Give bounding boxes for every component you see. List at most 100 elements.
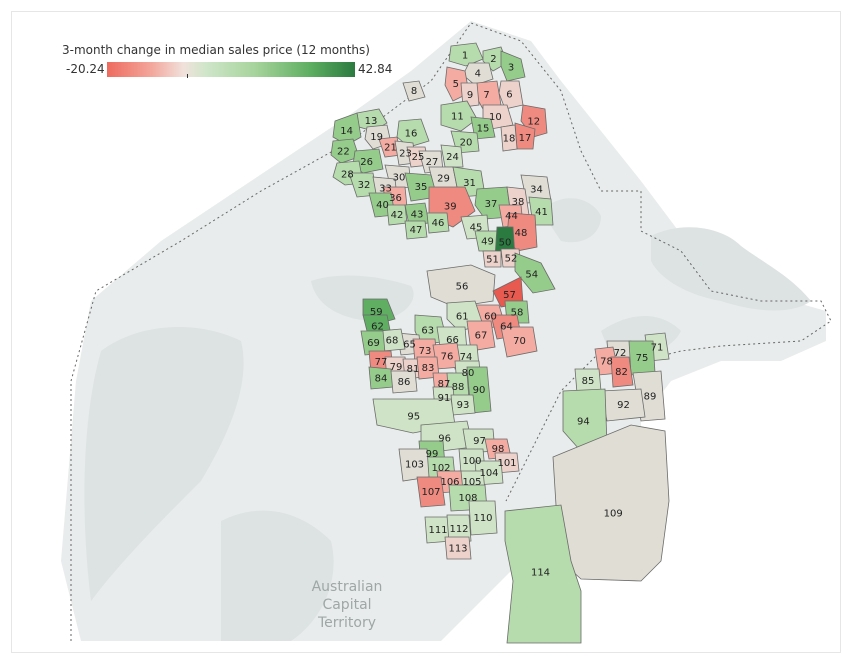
- suburb-label-104: 104: [479, 468, 498, 479]
- suburb-label-48: 48: [515, 228, 528, 239]
- legend-color-ramp[interactable]: [107, 62, 355, 77]
- suburb-label-94: 94: [577, 417, 590, 428]
- suburb-label-102: 102: [431, 463, 450, 474]
- suburb-label-58: 58: [511, 308, 524, 319]
- suburb-label-63: 63: [421, 325, 434, 336]
- suburb-label-52: 52: [505, 254, 518, 265]
- suburb-label-21: 21: [384, 143, 397, 154]
- map-frame: 1 2 3 4 5 6 7 8 9 10 11 12 13 14 15 16 17 18 19 20 21 22 23 24 2…: [11, 11, 841, 653]
- suburb-region-16[interactable]: [396, 118, 430, 148]
- suburb-label-65: 65: [403, 340, 416, 351]
- suburb-label-28: 28: [341, 169, 354, 180]
- suburb-label-91: 91: [438, 393, 451, 404]
- suburb-label-97: 97: [473, 436, 486, 447]
- suburb-label-9: 9: [467, 90, 473, 101]
- suburb-label-37: 37: [485, 199, 498, 210]
- suburb-label-73: 73: [419, 346, 432, 357]
- suburb-label-49: 49: [481, 237, 494, 248]
- suburb-label-111: 111: [428, 525, 447, 536]
- suburb-region-110[interactable]: [468, 500, 498, 536]
- suburb-label-108: 108: [458, 493, 477, 504]
- suburb-region-107[interactable]: [416, 476, 446, 508]
- suburb-label-95: 95: [407, 412, 420, 423]
- suburb-label-98: 98: [492, 444, 505, 455]
- suburb-region-3[interactable]: [500, 50, 526, 82]
- suburb-label-100: 100: [462, 456, 481, 467]
- suburb-label-42: 42: [391, 210, 404, 221]
- suburb-label-82: 82: [615, 367, 628, 378]
- suburb-region-112[interactable]: [446, 514, 472, 544]
- suburb-region-56[interactable]: [426, 264, 496, 308]
- suburb-label-78: 78: [600, 357, 613, 368]
- suburb-region-6[interactable]: [498, 80, 524, 110]
- suburb-region-24[interactable]: [440, 144, 464, 168]
- suburb-region-114[interactable]: [504, 504, 582, 644]
- suburb-label-14: 14: [340, 126, 353, 137]
- suburb-label-51: 51: [486, 255, 499, 266]
- suburb-label-61: 61: [456, 311, 469, 322]
- suburb-label-114: 114: [531, 568, 550, 579]
- suburb-label-29: 29: [437, 174, 450, 185]
- suburb-label-64: 64: [500, 322, 513, 333]
- suburb-label-109: 109: [604, 509, 623, 520]
- suburb-label-4: 4: [475, 69, 481, 80]
- suburb-label-80: 80: [462, 368, 475, 379]
- suburb-label-18: 18: [503, 134, 516, 145]
- suburb-label-34: 34: [530, 185, 543, 196]
- suburb-label-1: 1: [462, 51, 468, 62]
- suburb-label-113: 113: [448, 544, 467, 555]
- suburb-region-54[interactable]: [514, 252, 556, 294]
- suburb-label-103: 103: [405, 460, 424, 471]
- suburb-region-82[interactable]: [610, 356, 634, 388]
- suburb-label-72: 72: [614, 348, 627, 359]
- suburb-label-56: 56: [456, 282, 469, 293]
- map-region-label: Australian Capital Territory: [311, 579, 383, 631]
- suburb-label-25: 25: [412, 152, 425, 163]
- suburb-label-77: 77: [375, 357, 388, 368]
- suburb-label-24: 24: [446, 152, 459, 163]
- suburb-region-22[interactable]: [330, 138, 360, 164]
- suburb-region-46[interactable]: [426, 212, 450, 234]
- suburb-label-112: 112: [449, 524, 468, 535]
- suburb-label-16: 16: [405, 129, 418, 140]
- legend-zero-tick: [187, 74, 188, 78]
- suburb-label-70: 70: [513, 336, 526, 347]
- legend-max-label: 42.84: [358, 62, 393, 76]
- suburb-label-38: 38: [512, 197, 525, 208]
- suburb-label-15: 15: [477, 124, 490, 135]
- suburb-label-110: 110: [473, 513, 492, 524]
- suburb-label-19: 19: [370, 132, 383, 143]
- suburb-label-17: 17: [519, 133, 532, 144]
- suburb-label-5: 5: [453, 79, 459, 90]
- suburb-label-90: 90: [473, 385, 486, 396]
- suburb-region-86[interactable]: [390, 370, 418, 394]
- suburb-label-32: 32: [358, 180, 371, 191]
- suburb-region-18[interactable]: [500, 124, 518, 152]
- suburb-region-51[interactable]: [482, 250, 502, 268]
- suburb-region-70[interactable]: [500, 326, 538, 358]
- suburb-label-31: 31: [463, 178, 476, 189]
- suburb-label-11: 11: [451, 112, 464, 123]
- suburb-region-8[interactable]: [402, 80, 426, 102]
- suburb-label-36: 36: [389, 193, 402, 204]
- suburb-label-45: 45: [470, 223, 483, 234]
- suburb-region-113[interactable]: [444, 536, 472, 560]
- suburb-label-89: 89: [644, 392, 657, 403]
- suburb-label-6: 6: [506, 89, 512, 100]
- suburb-region-1[interactable]: [448, 42, 484, 67]
- suburb-region-67[interactable]: [466, 320, 496, 352]
- suburb-label-40: 40: [376, 200, 389, 211]
- legend-min-label: -20.24: [66, 62, 105, 76]
- suburb-region-47[interactable]: [404, 220, 428, 240]
- suburb-label-106: 106: [440, 477, 459, 488]
- suburb-label-66: 66: [446, 335, 459, 346]
- suburb-label-69: 69: [367, 338, 380, 349]
- suburb-label-86: 86: [398, 377, 411, 388]
- suburb-label-107: 107: [421, 487, 440, 498]
- suburb-label-8: 8: [411, 86, 417, 97]
- suburb-region-11[interactable]: [440, 100, 478, 132]
- suburb-label-101: 101: [497, 458, 516, 469]
- suburb-label-62: 62: [371, 322, 384, 333]
- suburb-label-27: 27: [426, 157, 439, 168]
